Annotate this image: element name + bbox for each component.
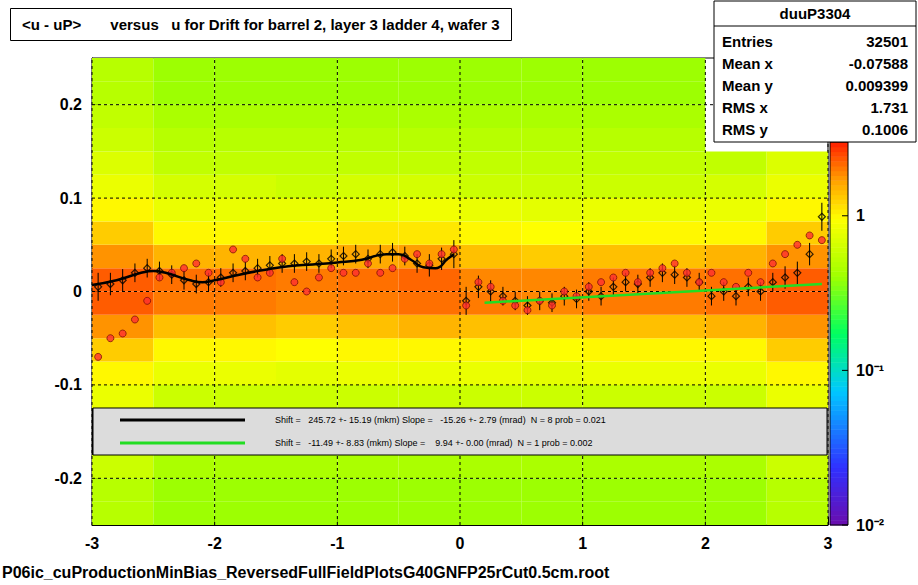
svg-text:0.1: 0.1 xyxy=(60,190,82,207)
svg-text:32501: 32501 xyxy=(866,33,908,50)
svg-text:2: 2 xyxy=(701,535,710,552)
svg-text:-0.2: -0.2 xyxy=(54,470,82,487)
svg-text:-0.1: -0.1 xyxy=(54,376,82,393)
svg-text:Entries: Entries xyxy=(722,33,773,50)
svg-text:10⁻²: 10⁻² xyxy=(856,517,884,534)
svg-text:-3: -3 xyxy=(85,535,99,552)
svg-text:Mean x: Mean x xyxy=(722,55,774,72)
svg-text:RMS y: RMS y xyxy=(722,121,769,138)
svg-text:3: 3 xyxy=(824,535,833,552)
svg-text:10⁻¹: 10⁻¹ xyxy=(856,362,884,379)
svg-text:1.731: 1.731 xyxy=(870,99,908,116)
svg-text:RMS x: RMS x xyxy=(722,99,769,116)
svg-text:Mean y: Mean y xyxy=(722,77,774,94)
svg-text:0: 0 xyxy=(73,283,82,300)
svg-text:-2: -2 xyxy=(208,535,222,552)
svg-text:-1: -1 xyxy=(330,535,344,552)
svg-text:0: 0 xyxy=(456,535,465,552)
svg-text:0.1006: 0.1006 xyxy=(862,121,908,138)
svg-text:<u - uP> versus u for: <u - uP> versus u for Drift for barrel 2… xyxy=(22,16,500,33)
svg-text:1: 1 xyxy=(856,207,865,224)
svg-text:0.2: 0.2 xyxy=(60,96,82,113)
svg-text:0.009399: 0.009399 xyxy=(845,77,908,94)
svg-text:Shift = -11.49 +- 8.83 (mkm): Shift = -11.49 +- 8.83 (mkm) Slope = 9.9… xyxy=(275,438,593,448)
svg-text:1: 1 xyxy=(578,535,587,552)
svg-text:duuP3304: duuP3304 xyxy=(780,5,852,22)
svg-text:Shift = 245.72 +- 15.19 (mkm: Shift = 245.72 +- 15.19 (mkm) Slope = -1… xyxy=(275,415,606,425)
svg-text:P06ic_cuProductionMinBias_Reve: P06ic_cuProductionMinBias_ReversedFullFi… xyxy=(2,564,610,581)
svg-text:-0.07588: -0.07588 xyxy=(849,55,908,72)
